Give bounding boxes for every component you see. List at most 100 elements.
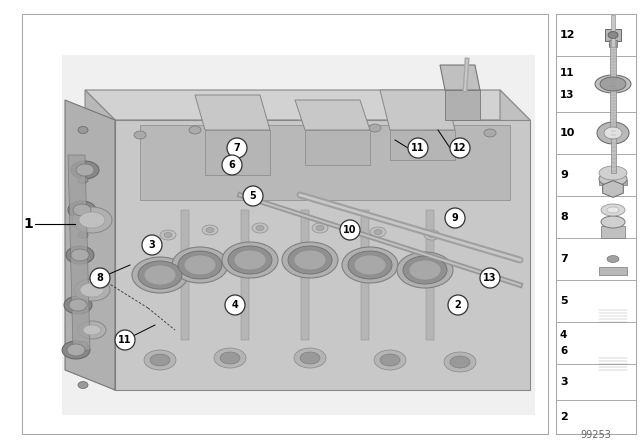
Polygon shape xyxy=(390,130,455,160)
Text: 12: 12 xyxy=(560,30,575,40)
Circle shape xyxy=(445,208,465,228)
Polygon shape xyxy=(85,90,115,390)
Polygon shape xyxy=(361,210,369,340)
Ellipse shape xyxy=(160,230,176,240)
Ellipse shape xyxy=(220,352,240,364)
Text: 4: 4 xyxy=(232,300,238,310)
Text: 11: 11 xyxy=(412,143,425,153)
Ellipse shape xyxy=(68,201,96,219)
Ellipse shape xyxy=(600,77,626,91)
Bar xyxy=(601,226,625,238)
Ellipse shape xyxy=(78,126,88,134)
Ellipse shape xyxy=(228,246,272,274)
Ellipse shape xyxy=(73,204,91,216)
Ellipse shape xyxy=(424,230,440,240)
Ellipse shape xyxy=(78,232,88,238)
Text: 2: 2 xyxy=(454,300,461,310)
Ellipse shape xyxy=(78,321,106,339)
Bar xyxy=(605,29,621,41)
Ellipse shape xyxy=(178,251,222,279)
Polygon shape xyxy=(445,90,480,120)
Ellipse shape xyxy=(71,161,99,179)
Text: 3: 3 xyxy=(560,377,568,387)
Ellipse shape xyxy=(206,228,214,233)
Circle shape xyxy=(227,138,247,158)
Text: 11: 11 xyxy=(560,68,575,78)
Polygon shape xyxy=(65,100,115,390)
Ellipse shape xyxy=(78,177,88,184)
Ellipse shape xyxy=(282,242,338,278)
Text: 8: 8 xyxy=(560,212,568,222)
Circle shape xyxy=(243,186,263,206)
Circle shape xyxy=(142,235,162,255)
Polygon shape xyxy=(195,95,270,130)
Text: 3: 3 xyxy=(148,240,156,250)
Text: 1: 1 xyxy=(23,217,33,231)
Ellipse shape xyxy=(189,126,201,134)
Ellipse shape xyxy=(608,31,618,39)
Ellipse shape xyxy=(599,172,627,186)
Ellipse shape xyxy=(83,325,101,335)
Ellipse shape xyxy=(424,126,436,134)
Ellipse shape xyxy=(134,131,146,139)
Ellipse shape xyxy=(450,356,470,368)
Text: 5: 5 xyxy=(560,296,568,306)
Ellipse shape xyxy=(78,287,88,293)
Text: 9: 9 xyxy=(560,170,568,180)
Ellipse shape xyxy=(79,212,105,228)
Ellipse shape xyxy=(444,352,476,372)
Ellipse shape xyxy=(64,296,92,314)
Polygon shape xyxy=(62,55,535,415)
Ellipse shape xyxy=(374,350,406,370)
Bar xyxy=(610,83,616,127)
Text: 7: 7 xyxy=(234,143,241,153)
Polygon shape xyxy=(205,130,270,175)
Text: 10: 10 xyxy=(343,225,356,235)
Ellipse shape xyxy=(132,257,188,293)
Ellipse shape xyxy=(294,348,326,368)
Text: 6: 6 xyxy=(560,346,567,357)
Circle shape xyxy=(115,330,135,350)
Ellipse shape xyxy=(214,348,246,368)
Circle shape xyxy=(225,295,245,315)
Polygon shape xyxy=(500,90,530,390)
Text: 12: 12 xyxy=(453,143,467,153)
Ellipse shape xyxy=(150,354,170,366)
Polygon shape xyxy=(603,181,623,198)
Ellipse shape xyxy=(601,216,625,228)
Ellipse shape xyxy=(78,341,88,349)
Circle shape xyxy=(450,138,470,158)
Ellipse shape xyxy=(597,122,629,144)
Ellipse shape xyxy=(300,352,320,364)
Text: 4: 4 xyxy=(560,330,568,340)
Ellipse shape xyxy=(138,261,182,289)
Ellipse shape xyxy=(249,124,261,132)
Polygon shape xyxy=(181,210,189,340)
Ellipse shape xyxy=(71,249,89,261)
Ellipse shape xyxy=(164,233,172,237)
Ellipse shape xyxy=(403,256,447,284)
Ellipse shape xyxy=(370,227,386,237)
Ellipse shape xyxy=(607,207,619,213)
Ellipse shape xyxy=(144,265,176,285)
Polygon shape xyxy=(380,90,455,130)
Ellipse shape xyxy=(599,166,627,180)
Ellipse shape xyxy=(369,124,381,132)
Ellipse shape xyxy=(595,75,631,93)
Text: 11: 11 xyxy=(118,335,132,345)
Ellipse shape xyxy=(294,250,326,270)
Ellipse shape xyxy=(74,279,110,301)
Ellipse shape xyxy=(312,223,328,233)
Circle shape xyxy=(222,155,242,175)
Ellipse shape xyxy=(316,225,324,231)
Polygon shape xyxy=(301,210,309,340)
Text: 5: 5 xyxy=(250,191,257,201)
Text: 7: 7 xyxy=(560,254,568,264)
Ellipse shape xyxy=(409,260,441,280)
Ellipse shape xyxy=(144,350,176,370)
Ellipse shape xyxy=(80,283,104,297)
Bar xyxy=(611,121,616,173)
Circle shape xyxy=(340,220,360,240)
Ellipse shape xyxy=(380,354,400,366)
Ellipse shape xyxy=(604,127,622,139)
